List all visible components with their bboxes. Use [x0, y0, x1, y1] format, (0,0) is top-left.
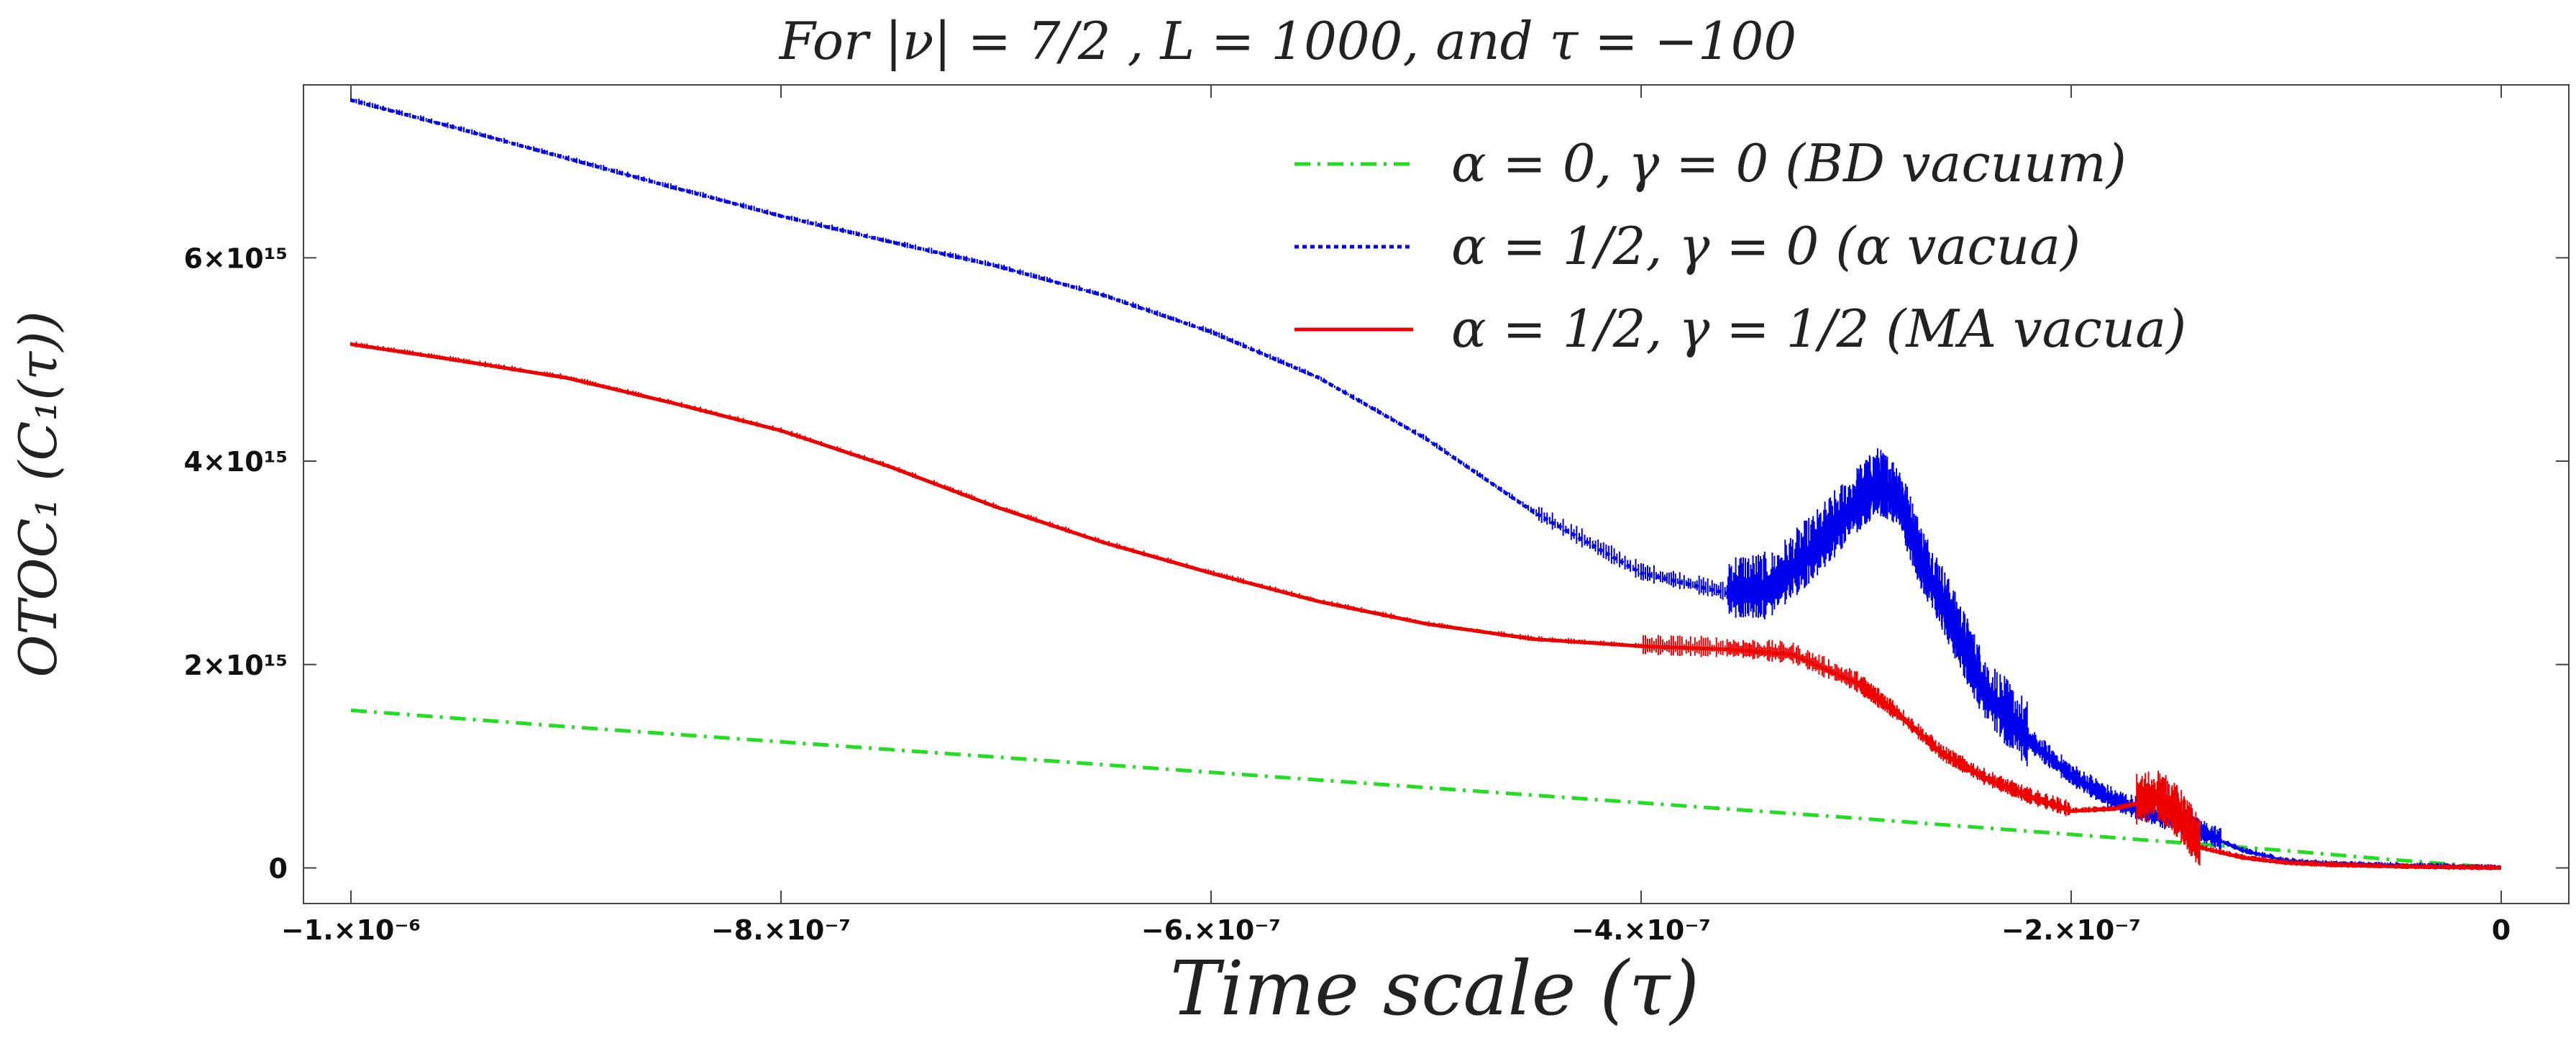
legend: α = 0, γ = 0 (BD vacuum) α = 1/2, γ = 0 (…: [1294, 133, 2186, 359]
x-axis-label: Time scale (τ): [1170, 945, 1699, 1032]
y-tick-label: 0: [269, 853, 288, 885]
x-tick-label: −6.×10⁻⁷: [1141, 914, 1281, 946]
plot-frame: [303, 84, 2570, 904]
x-tick-label: 0: [2492, 914, 2511, 946]
series-line: [350, 98, 2502, 870]
y-tick-label: 4×10¹⁵: [184, 446, 288, 478]
x-tick-label: −1.×10⁻⁶: [281, 914, 421, 946]
legend-label: α = 1/2, γ = 1/2 (MA vacua): [1451, 299, 2186, 359]
series-line: [350, 342, 2502, 870]
legend-item: α = 1/2, γ = 0 (α vacua): [1294, 216, 2081, 276]
chart-title: For |ν| = 7/2 , L = 1000, and τ = −100: [778, 11, 1796, 71]
x-tick-label: −2.×10⁻⁷: [2001, 914, 2141, 946]
series-line: [350, 708, 2502, 870]
y-axis-label-group: OTOC₁ (C₁(τ)): [8, 311, 68, 677]
y-axis-label: OTOC₁ (C₁(τ)): [8, 311, 68, 677]
legend-label: α = 1/2, γ = 0 (α vacua): [1451, 216, 2081, 276]
x-tick-label: −8.×10⁻⁷: [711, 914, 851, 946]
legend-item: α = 0, γ = 0 (BD vacuum): [1294, 133, 2127, 194]
x-tick-label: −4.×10⁻⁷: [1571, 914, 1711, 946]
series-layer: [350, 97, 2502, 870]
series-1: [350, 97, 2502, 870]
legend-item: α = 1/2, γ = 1/2 (MA vacua): [1294, 299, 2186, 359]
legend-label: α = 0, γ = 0 (BD vacuum): [1451, 133, 2127, 194]
y-tick-label: 6×10¹⁵: [184, 242, 288, 274]
series-0: [350, 708, 2502, 870]
series-2: [350, 341, 2502, 870]
y-tick-label: 2×10¹⁵: [184, 650, 288, 681]
axis-ticks: −1.×10⁻⁶ −8.×10⁻⁷ −6.×10⁻⁷ −4.×10⁻⁷ −2.×10⁻⁷…: [184, 85, 2569, 946]
